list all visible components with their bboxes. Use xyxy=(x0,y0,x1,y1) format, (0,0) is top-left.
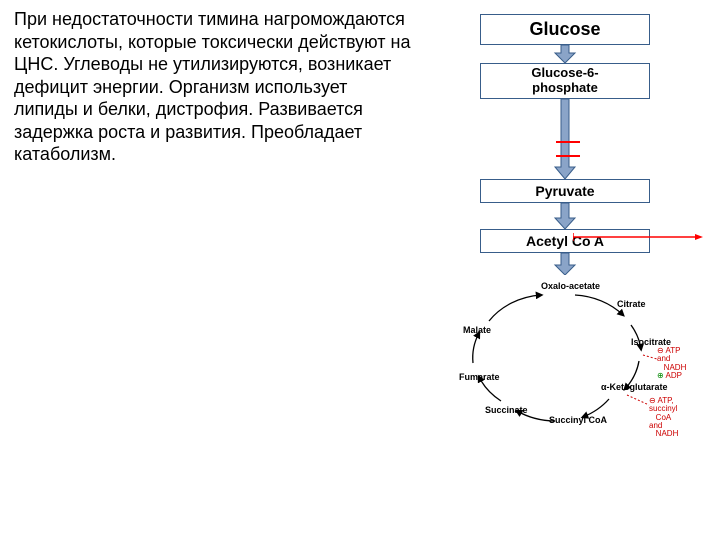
description-text: При недостаточности тимина нагромождаютс… xyxy=(14,8,414,166)
inhibit-line-3 xyxy=(573,232,703,242)
inhibit-line-2 xyxy=(556,154,580,158)
arrow-4 xyxy=(553,253,577,275)
node-glucose-label: Glucose xyxy=(529,19,600,39)
met-succinylcoa: Succinyl CoA xyxy=(549,415,607,425)
met-citrate: Citrate xyxy=(617,299,646,309)
met-malate: Malate xyxy=(463,325,491,335)
met-oxaloacetate: Oxalo-acetate xyxy=(541,281,600,291)
inhibit-line-1 xyxy=(556,140,580,144)
callout-isocitrate-dh: ⊖ ATP and NADH ⊕ ADP xyxy=(657,347,686,381)
node-g6p: Glucose-6- phosphate xyxy=(480,63,650,99)
met-succinate: Succinate xyxy=(485,405,528,415)
met-fumarate: Fumarate xyxy=(459,372,500,382)
arrow-2 xyxy=(553,99,577,179)
arrow-1 xyxy=(553,45,577,63)
node-glucose: Glucose xyxy=(480,14,650,45)
met-aketoglutarate: α-Ketoglutarate xyxy=(601,382,668,392)
glycolysis-pathway: Glucose Glucose-6- phosphate Pyruvate Ac… xyxy=(445,14,685,442)
node-g6p-l2: phosphate xyxy=(532,80,598,95)
tca-cycle: Oxalo-acetate Citrate Isocitrate α-Ketog… xyxy=(445,277,685,442)
arrow-3 xyxy=(553,203,577,229)
node-pyruvate: Pyruvate xyxy=(480,179,650,203)
node-pyruvate-label: Pyruvate xyxy=(535,183,594,199)
callout-akg-dh: ⊖ ATP, succinyl CoA and NADH xyxy=(649,397,685,439)
node-g6p-l1: Glucose-6- xyxy=(531,65,598,80)
